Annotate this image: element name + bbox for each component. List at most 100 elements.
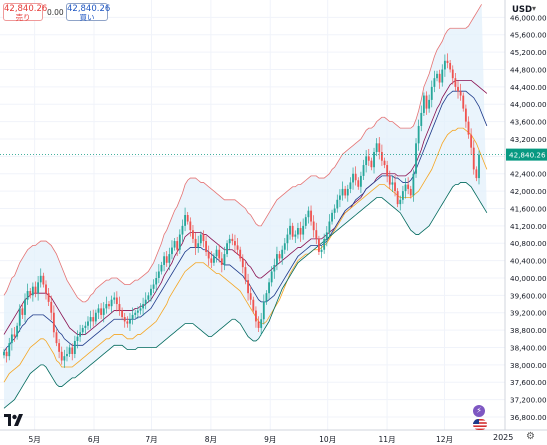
band-line-upper — [3, 4, 482, 303]
candle-body — [160, 264, 163, 272]
candle-body — [396, 191, 399, 205]
candles — [3, 53, 480, 368]
candle-body — [388, 175, 391, 185]
price-tick-label: 40,400.00 — [510, 257, 547, 266]
price-tick-label: 44,800.00 — [510, 65, 547, 74]
candle-body — [417, 125, 420, 144]
time-tick-label: 7月 — [145, 435, 157, 444]
year-label: 2025 — [493, 433, 514, 442]
candle-body — [399, 199, 402, 205]
price-tick-label: 41,600.00 — [510, 204, 547, 213]
candle-body — [199, 234, 202, 244]
price-tick-label: 39,200.00 — [510, 309, 547, 318]
band-line-signal — [3, 127, 488, 383]
candle-body — [108, 304, 110, 307]
candle-body — [184, 215, 186, 226]
time-tick-label: 12月 — [436, 435, 453, 444]
candle-body — [438, 73, 441, 83]
buy-button[interactable]: 42,840.26 買い — [66, 3, 111, 22]
candle-body — [192, 230, 194, 239]
candle-body — [76, 336, 79, 341]
candle-body — [155, 277, 158, 285]
candle-body — [412, 173, 415, 196]
candle-body — [247, 280, 249, 294]
price-axis[interactable]: 46,000.00 45,600.00 45,200.00 44,800.00 44,4… — [510, 13, 547, 422]
candle-body — [87, 321, 89, 326]
candle-body — [63, 356, 66, 361]
candle-body — [42, 275, 45, 285]
band-line-mid — [3, 79, 488, 335]
candle-body — [472, 147, 475, 170]
price-tick-label: 44,000.00 — [510, 100, 547, 109]
candle-body — [178, 234, 181, 250]
candle-body — [478, 154, 480, 179]
candle-body — [268, 282, 270, 294]
candle-body — [163, 256, 166, 265]
candle-body — [428, 99, 431, 109]
candle-body — [430, 86, 433, 100]
lightning-icon[interactable]: ⚡ — [473, 405, 485, 417]
band-area — [4, 4, 487, 409]
candle-body — [110, 299, 113, 307]
candle-body — [407, 184, 410, 189]
candle-body — [92, 317, 95, 322]
candle-body — [118, 304, 121, 311]
candle-body — [470, 134, 473, 148]
time-axis[interactable]: 5月 6月 7月 8月 9月 10月 11月 12月 — [29, 435, 454, 444]
candle-body — [176, 241, 179, 250]
chevron-down-icon[interactable]: ▾ — [532, 4, 537, 13]
candle-body — [45, 284, 47, 294]
candle-body — [39, 275, 42, 283]
candle-body — [265, 293, 268, 302]
candle-body — [362, 165, 365, 176]
candle-body — [462, 95, 465, 109]
candle-body — [467, 121, 470, 135]
tradingview-logo-icon[interactable] — [3, 413, 27, 427]
candle-body — [68, 347, 71, 354]
candle-body — [302, 225, 305, 235]
buy-price: 42,840.26 — [67, 4, 111, 14]
last-price-tag-bg — [506, 148, 547, 161]
candle-body — [231, 238, 234, 242]
candle-body — [359, 175, 362, 187]
candle-body — [380, 152, 383, 161]
price-tick-label: 45,600.00 — [510, 31, 547, 40]
candle-body — [218, 249, 221, 259]
candle-body — [375, 143, 378, 153]
candle-body — [47, 293, 50, 302]
candle-body — [94, 312, 97, 322]
candle-body — [165, 256, 168, 263]
band-fill — [4, 4, 487, 409]
price-tick-label: 42,400.00 — [510, 170, 547, 179]
candle-body — [37, 282, 40, 294]
candle-body — [147, 295, 150, 300]
candle-body — [425, 95, 428, 109]
candle-body — [113, 297, 116, 300]
time-tick-label: 9月 — [264, 435, 276, 444]
candle-body — [341, 188, 344, 196]
candle-body — [249, 293, 252, 300]
candle-body — [328, 221, 331, 233]
candle-body — [404, 184, 407, 192]
candle-body — [24, 299, 26, 315]
gear-icon[interactable]: ⚙ — [526, 431, 535, 442]
candle-body — [420, 112, 423, 126]
candle-body — [66, 353, 68, 357]
price-tick-label: 37,600.00 — [510, 378, 547, 387]
candle-body — [194, 238, 197, 248]
candle-body — [281, 249, 284, 259]
candle-body — [13, 334, 16, 337]
candle-body — [383, 160, 386, 166]
buy-label: 買い — [79, 13, 95, 22]
candle-body — [186, 215, 189, 222]
candle-body — [354, 173, 357, 181]
candle-body — [210, 258, 213, 263]
candle-body — [181, 225, 184, 235]
sell-button[interactable]: 42,840.26 売り — [3, 3, 47, 22]
candle-body — [475, 169, 478, 179]
us-flag-icon[interactable] — [473, 419, 487, 430]
currency-selector[interactable]: USD — [512, 5, 533, 15]
candle-body — [241, 258, 244, 268]
